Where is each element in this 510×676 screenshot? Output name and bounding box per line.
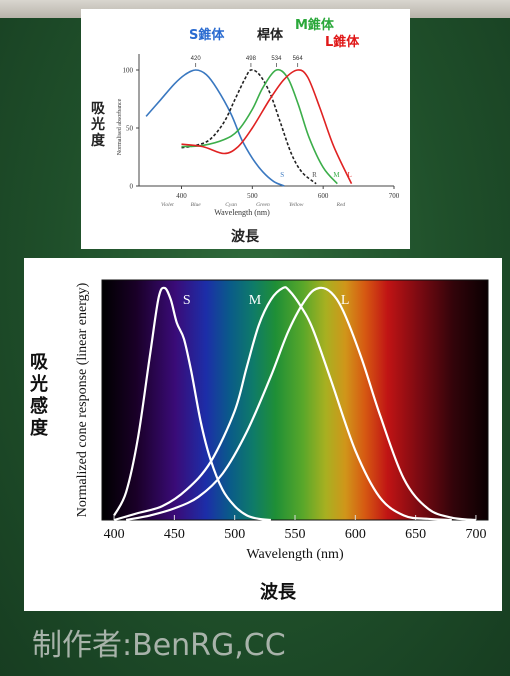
color-name-label: Violet [161,202,174,208]
y-axis-label: Normalized cone response (linear energy) [75,282,90,517]
series-label-l: L [341,293,350,308]
x-tick-label: 500 [247,192,258,200]
x-tick-label: 450 [164,527,185,542]
color-name-label: Green [256,202,270,208]
y-axis-label-cn-char: 感 [30,395,48,417]
series-line-r [181,69,317,185]
y-tick-label: 100 [123,67,134,75]
color-name-label: Blue [191,202,202,208]
series-label-m: M [249,293,262,308]
credit-text: 制作者:BenRG,CC [32,628,286,663]
series-end-label: L [348,171,352,179]
y-axis-label-cn-char: 吸 [30,352,49,373]
y-axis-label: Normalised absorbance [117,98,123,155]
color-name-label: Yellow [289,202,304,208]
l-cone-label: L錐体 [325,34,360,50]
x-axis-label-cn: 波長 [231,228,260,245]
x-tick-label: 700 [389,192,400,200]
x-tick-label: 650 [405,527,426,542]
s-cone-label: S錐体 [189,27,225,43]
series-line-s [145,69,285,187]
peak-label: 534 [271,56,282,62]
y-axis-label-cn: 吸光感度 [29,352,49,439]
y-axis-label-cn-char: 光 [90,116,105,133]
x-axis-label: Wavelength (nm) [214,208,270,217]
series-line-l [181,69,353,185]
series-line-m [181,68,338,185]
series-line-l [125,286,477,522]
x-tick-label: 600 [345,527,366,542]
y-axis-label-cn-char: 度 [30,417,49,439]
series-label-s: S [183,293,191,308]
rod-label: 桿体 [257,27,284,43]
x-tick-label: 500 [224,527,245,542]
x-tick-label: 400 [104,527,125,542]
series-line-m [113,286,452,522]
cone-response-chart-panel: 400 450 500 550 600 650 700 S M L Wavelength (nm… [24,258,502,611]
y-axis-label-cn-char: 度 [91,132,106,149]
peak-label: 564 [293,56,304,62]
series-line-s [113,286,272,522]
y-tick-label: 50 [126,125,134,133]
series-end-label: R [312,171,317,179]
m-cone-label: M錐体 [295,17,335,33]
color-name-label: Red [336,202,346,208]
x-tick-label: 700 [465,527,486,542]
color-name-label: Cyan [225,202,237,208]
x-tick-label: 550 [285,527,306,542]
x-tick-label: 400 [176,192,187,200]
x-axis-label-cn: 波長 [260,581,297,603]
y-axis-label-cn-char: 光 [29,373,48,395]
visible-spectrum-background [102,280,488,520]
y-axis-label-cn: 吸光度 [90,101,106,149]
y-tick-label: 0 [130,183,134,191]
series-end-label: S [280,171,284,179]
x-tick-label: 600 [318,192,329,200]
x-axis-label: Wavelength (nm) [246,547,344,562]
cone-response-chart: 400 450 500 550 600 650 700 S M L Wavelength (nm… [29,279,489,603]
peak-label: 498 [246,56,257,62]
y-axis-label-cn-char: 吸 [91,101,106,117]
peak-label: 420 [191,56,202,62]
series-end-label: M [333,171,340,179]
